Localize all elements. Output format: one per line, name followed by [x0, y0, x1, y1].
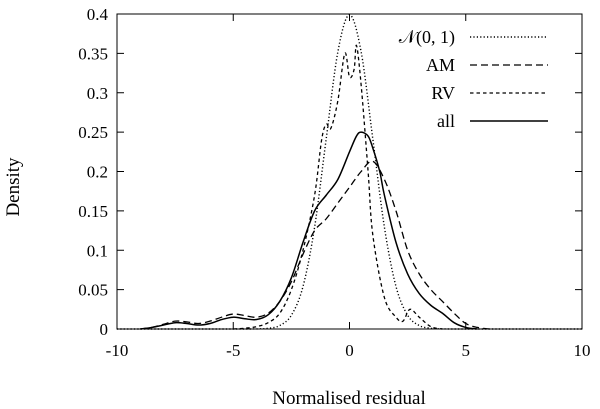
tick-labels: -10 -5 0 5 10 0 0.05 0.1 0.15 0.2 0.25 0.3 0.35 0.4 — [78, 5, 590, 360]
plot-frame — [116, 13, 583, 330]
x-tick-label: 10 — [574, 341, 591, 360]
plot-border — [116, 13, 583, 330]
tick-marks — [116, 13, 583, 330]
y-tick-label: 0.15 — [78, 202, 108, 221]
series-line-rv — [233, 44, 443, 330]
x-tick-label: 5 — [462, 341, 471, 360]
legend-label-am: AM — [426, 55, 455, 75]
y-tick-label: 0.1 — [87, 241, 108, 260]
y-axis-title: Density — [3, 157, 24, 217]
series-lines — [117, 14, 582, 330]
x-axis-title: Normalised residual — [272, 388, 426, 409]
series-line-normal — [117, 14, 582, 330]
y-tick-label: 0.4 — [87, 5, 109, 24]
legend: 𝒩(0, 1) AM RV all — [399, 27, 548, 131]
x-tick-label: -10 — [106, 341, 129, 360]
legend-label-normal: 𝒩(0, 1) — [399, 27, 455, 48]
legend-label-rv: RV — [431, 83, 455, 103]
x-tick-label: -5 — [226, 341, 240, 360]
series-line-all — [140, 131, 478, 330]
legend-label-all: all — [437, 111, 455, 131]
y-tick-label: 0.05 — [78, 281, 108, 300]
y-tick-label: 0 — [100, 320, 109, 339]
series-line-am — [140, 160, 490, 330]
y-tick-label: 0.25 — [78, 123, 108, 142]
y-tick-label: 0.2 — [87, 163, 108, 182]
y-tick-label: 0.3 — [87, 84, 108, 103]
y-tick-label: 0.35 — [78, 44, 108, 63]
x-tick-label: 0 — [345, 341, 354, 360]
